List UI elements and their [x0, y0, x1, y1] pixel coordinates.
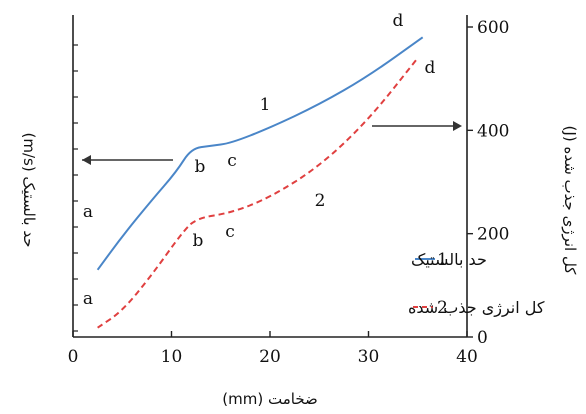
point-label-b: b — [195, 157, 206, 177]
x-tick-label: 0 — [68, 347, 79, 367]
point-label-c: c — [227, 151, 237, 171]
legend: 1 حد بالستیک 2 کل انرژی جذب شده — [408, 250, 545, 318]
y2-tick-label: 400 — [477, 121, 509, 141]
legend-num-1: 1 — [437, 250, 448, 270]
series-2-line — [97, 57, 419, 329]
legend-num-2: 2 — [437, 298, 448, 318]
left-axis-arrowhead — [82, 155, 91, 165]
point-label-b: b — [193, 231, 204, 251]
x-tick-label: 20 — [259, 347, 281, 367]
right-y-axis-title: کل انرژی جذب شده (J) — [561, 126, 579, 276]
y2-tick-label: 0 — [477, 328, 488, 348]
series-2-label: 2 — [315, 191, 326, 211]
x-axis-title: ضخامت (mm) — [222, 390, 317, 408]
point-label-a: a — [83, 289, 93, 309]
legend-text-1: حد بالستیک — [411, 250, 487, 269]
x-tick-label: 40 — [456, 347, 478, 367]
x-tick-label: 10 — [161, 347, 183, 367]
point-label-a: a — [83, 202, 93, 222]
legend-text-2: کل انرژی جذب شده — [408, 298, 545, 318]
x-tick-label: 30 — [358, 347, 380, 367]
left-y-axis-title: حد بالستیک (m/s) — [20, 132, 38, 247]
right-axis-arrowhead — [453, 121, 462, 131]
y2-tick-label: 600 — [477, 18, 509, 38]
point-label-d: d — [393, 11, 404, 31]
series-1-line — [96, 36, 424, 271]
point-label-c: c — [225, 222, 235, 242]
point-label-d: d — [425, 58, 436, 78]
series-1-label: 1 — [260, 95, 271, 115]
y2-tick-label: 200 — [477, 225, 509, 245]
